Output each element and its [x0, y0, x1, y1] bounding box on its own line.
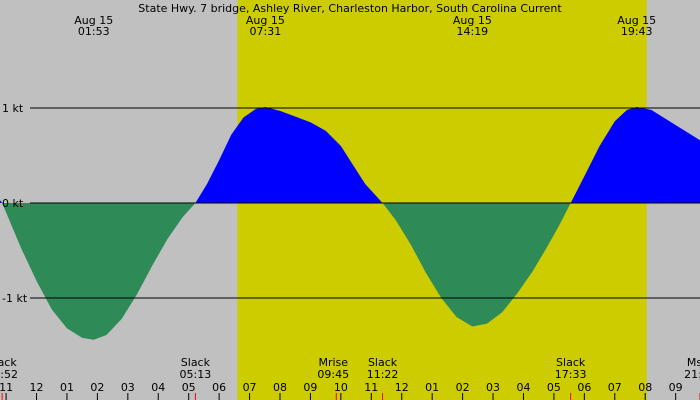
top-date-label-2: Aug 15 [453, 14, 492, 27]
ebb-area-0-1 [2, 203, 196, 340]
hour-tick-label-21: 08 [638, 381, 652, 394]
hour-tick-label-15: 02 [456, 381, 470, 394]
top-time-label-1: 07:31 [250, 25, 282, 38]
hour-tick-label-8: 07 [243, 381, 257, 394]
chart-title: State Hwy. 7 bridge, Ashley River, Charl… [138, 2, 562, 15]
event-time-label-2: 09:45 [317, 368, 349, 381]
event-labels: Slack22:52Slack05:13Mrise09:45Slack11:22… [0, 356, 700, 381]
hour-tick-label-17: 04 [516, 381, 530, 394]
hour-tick-label-2: 01 [60, 381, 74, 394]
current-areas [0, 107, 700, 340]
event-time-label-3: 11:22 [367, 368, 399, 381]
top-date-label-3: Aug 15 [617, 14, 656, 27]
flood-area-0-2 [195, 107, 383, 203]
hour-tick-label-13: 12 [395, 381, 409, 394]
top-date-label-1: Aug 15 [246, 14, 285, 27]
top-time-label-2: 14:19 [456, 25, 488, 38]
event-time-label-0: 22:52 [0, 368, 18, 381]
event-name-label-3: Slack [368, 356, 398, 369]
hour-tick-label-18: 05 [547, 381, 561, 394]
event-time-label-5: 21:48 [684, 368, 700, 381]
event-time-label-4: 17:33 [555, 368, 587, 381]
hour-tick-label-11: 10 [334, 381, 348, 394]
hour-tick-label-20: 07 [608, 381, 622, 394]
hour-tick-label-0: 11 [0, 381, 13, 394]
hour-tick-label-7: 06 [212, 381, 226, 394]
hour-tick-label-6: 05 [182, 381, 196, 394]
hour-tick-label-10: 09 [303, 381, 317, 394]
flood-area-0-0 [0, 200, 3, 203]
hour-tick-label-12: 11 [364, 381, 378, 394]
hour-tick-label-5: 04 [151, 381, 165, 394]
flood-area-0-4 [570, 107, 700, 203]
hour-axis: 11 12 01 02 03 04 05 06 07 08 09 10 11 12 01 02 03 04 05 06… [0, 381, 700, 400]
hour-tick-label-14: 01 [425, 381, 439, 394]
event-name-label-2: Mrise [318, 356, 348, 369]
event-name-label-1: Slack [181, 356, 211, 369]
hour-tick-label-3: 02 [90, 381, 104, 394]
event-name-label-4: Slack [556, 356, 586, 369]
y-tick-label-0: 1 kt [2, 102, 24, 115]
y-tick-label-1: 0 kt [2, 197, 24, 210]
hour-tick-label-4: 03 [121, 381, 135, 394]
top-time-label-3: 19:43 [621, 25, 653, 38]
hour-tick-label-9: 08 [273, 381, 287, 394]
y-tick-label-2: -1 kt [2, 292, 28, 305]
top-date-label-0: Aug 15 [74, 14, 113, 27]
hour-tick-label-1: 12 [30, 381, 44, 394]
hour-tick-label-22: 09 [669, 381, 683, 394]
top-time-label-0: 01:53 [78, 25, 110, 38]
y-gridlines: 1 kt 0 kt -1 kt [2, 102, 700, 305]
hour-tick-label-19: 06 [577, 381, 591, 394]
event-name-label-0: Slack [0, 356, 17, 369]
event-time-label-1: 05:13 [180, 368, 212, 381]
ebb-area-0-3 [382, 203, 571, 327]
event-name-label-5: Mset [687, 356, 700, 369]
hour-tick-label-16: 03 [486, 381, 500, 394]
